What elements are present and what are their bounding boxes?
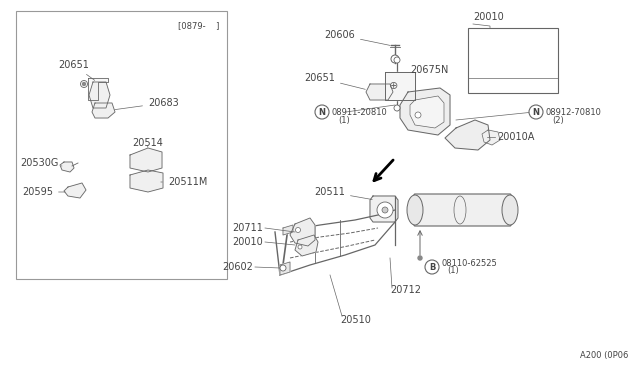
- Text: (1): (1): [338, 115, 349, 125]
- Text: 20010: 20010: [232, 237, 263, 247]
- Text: N: N: [319, 108, 326, 116]
- Circle shape: [83, 83, 86, 86]
- Text: 20530G: 20530G: [20, 158, 62, 168]
- Circle shape: [81, 80, 88, 87]
- Text: (2): (2): [552, 115, 564, 125]
- Text: 20010: 20010: [473, 12, 504, 22]
- Text: 20675N: 20675N: [410, 65, 449, 75]
- FancyBboxPatch shape: [414, 194, 511, 226]
- Text: 20651: 20651: [304, 73, 365, 89]
- Text: N: N: [532, 108, 540, 116]
- Polygon shape: [290, 218, 315, 246]
- Text: B: B: [429, 263, 435, 272]
- Text: 20010A: 20010A: [497, 132, 534, 142]
- Polygon shape: [410, 96, 444, 128]
- Polygon shape: [64, 183, 86, 198]
- Polygon shape: [280, 262, 290, 275]
- Circle shape: [418, 256, 422, 260]
- Text: [0879-    ]: [0879- ]: [178, 21, 219, 30]
- Text: 20511M: 20511M: [161, 177, 207, 187]
- Polygon shape: [385, 72, 415, 100]
- Circle shape: [296, 228, 301, 232]
- Polygon shape: [295, 235, 318, 256]
- Circle shape: [415, 112, 421, 118]
- Text: 20514: 20514: [132, 138, 163, 148]
- Text: 20606: 20606: [324, 30, 390, 45]
- Circle shape: [391, 55, 399, 63]
- Polygon shape: [130, 170, 163, 192]
- Text: 08911-20810: 08911-20810: [332, 108, 388, 116]
- Text: 20602: 20602: [222, 262, 253, 272]
- Circle shape: [394, 57, 400, 63]
- Ellipse shape: [502, 195, 518, 225]
- Circle shape: [298, 245, 302, 249]
- Ellipse shape: [407, 195, 423, 225]
- Text: ⊕: ⊕: [389, 81, 399, 91]
- Polygon shape: [89, 82, 110, 108]
- Bar: [16, 11, 227, 279]
- Text: 20510: 20510: [340, 315, 371, 325]
- Polygon shape: [400, 88, 450, 135]
- Circle shape: [377, 202, 393, 218]
- Text: A200 (0P06: A200 (0P06: [580, 351, 628, 360]
- Polygon shape: [130, 148, 162, 172]
- Circle shape: [315, 105, 329, 119]
- Polygon shape: [92, 103, 115, 118]
- Polygon shape: [445, 120, 490, 150]
- Text: 20712: 20712: [390, 285, 421, 295]
- Text: 20595: 20595: [22, 187, 65, 197]
- Text: (1): (1): [447, 266, 459, 276]
- Text: 08912-70810: 08912-70810: [546, 108, 602, 116]
- Circle shape: [280, 265, 286, 271]
- Polygon shape: [370, 196, 398, 222]
- Circle shape: [382, 207, 388, 213]
- Text: 20711: 20711: [232, 223, 263, 233]
- Text: 20511: 20511: [314, 187, 372, 199]
- Polygon shape: [60, 162, 74, 172]
- Polygon shape: [366, 84, 393, 100]
- Polygon shape: [283, 225, 293, 235]
- Circle shape: [425, 260, 439, 274]
- Text: 20683: 20683: [115, 98, 179, 110]
- Polygon shape: [88, 78, 108, 100]
- Polygon shape: [482, 130, 500, 145]
- Bar: [468, 28, 558, 93]
- Text: 08110-62525: 08110-62525: [442, 259, 498, 267]
- Text: 20651: 20651: [58, 60, 95, 80]
- Circle shape: [394, 105, 400, 111]
- Circle shape: [529, 105, 543, 119]
